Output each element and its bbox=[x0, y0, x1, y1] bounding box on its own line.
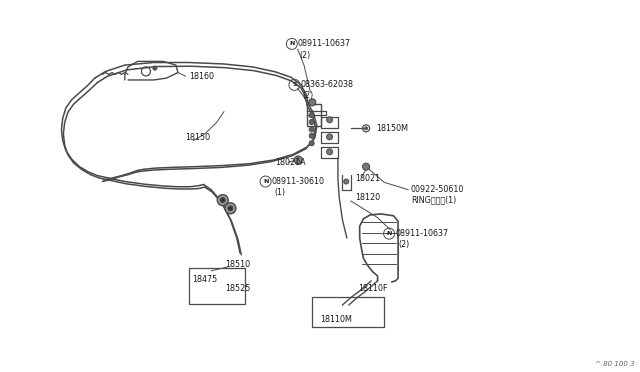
Text: 18021: 18021 bbox=[355, 174, 380, 183]
Circle shape bbox=[294, 156, 302, 164]
Circle shape bbox=[326, 117, 333, 123]
Circle shape bbox=[363, 163, 369, 170]
Text: (2): (2) bbox=[303, 92, 314, 100]
Text: N: N bbox=[387, 231, 392, 236]
Text: 08911-30610: 08911-30610 bbox=[272, 177, 325, 186]
Text: 18150M: 18150M bbox=[376, 124, 408, 133]
Text: RINGリング(1): RINGリング(1) bbox=[411, 196, 456, 205]
Bar bbox=[307, 104, 321, 126]
Text: 18510: 18510 bbox=[225, 260, 250, 269]
Circle shape bbox=[344, 179, 349, 184]
Circle shape bbox=[326, 149, 333, 155]
Text: 00922-50610: 00922-50610 bbox=[411, 185, 464, 194]
Text: 18110M: 18110M bbox=[320, 315, 352, 324]
Text: ^ 80 100 3: ^ 80 100 3 bbox=[595, 361, 635, 367]
Circle shape bbox=[153, 66, 157, 70]
Text: 18150: 18150 bbox=[186, 133, 211, 142]
Circle shape bbox=[365, 127, 367, 130]
Text: S: S bbox=[292, 82, 297, 87]
Circle shape bbox=[309, 99, 316, 106]
Text: 18160: 18160 bbox=[189, 72, 214, 81]
Text: 18525: 18525 bbox=[225, 284, 251, 293]
Circle shape bbox=[225, 203, 236, 214]
Text: 18475: 18475 bbox=[192, 275, 217, 284]
Circle shape bbox=[217, 195, 228, 206]
Text: N: N bbox=[289, 41, 294, 46]
Text: 18021A: 18021A bbox=[275, 158, 306, 167]
Text: N: N bbox=[263, 179, 268, 184]
Text: (2): (2) bbox=[398, 240, 410, 249]
Circle shape bbox=[309, 133, 314, 138]
Circle shape bbox=[309, 141, 314, 146]
Text: (1): (1) bbox=[274, 188, 285, 197]
Text: 18120: 18120 bbox=[355, 193, 380, 202]
Bar bbox=[189, 268, 245, 304]
Text: 08911-10637: 08911-10637 bbox=[396, 229, 449, 238]
Bar bbox=[312, 297, 384, 327]
Circle shape bbox=[220, 198, 225, 203]
Circle shape bbox=[326, 134, 333, 140]
Circle shape bbox=[309, 127, 314, 132]
Circle shape bbox=[228, 206, 233, 211]
Text: 08363-62038: 08363-62038 bbox=[301, 80, 354, 89]
Circle shape bbox=[309, 119, 314, 125]
Circle shape bbox=[309, 113, 314, 118]
Text: 18110F: 18110F bbox=[358, 284, 388, 293]
Text: (2): (2) bbox=[300, 51, 311, 60]
Text: 08911-10637: 08911-10637 bbox=[298, 39, 351, 48]
